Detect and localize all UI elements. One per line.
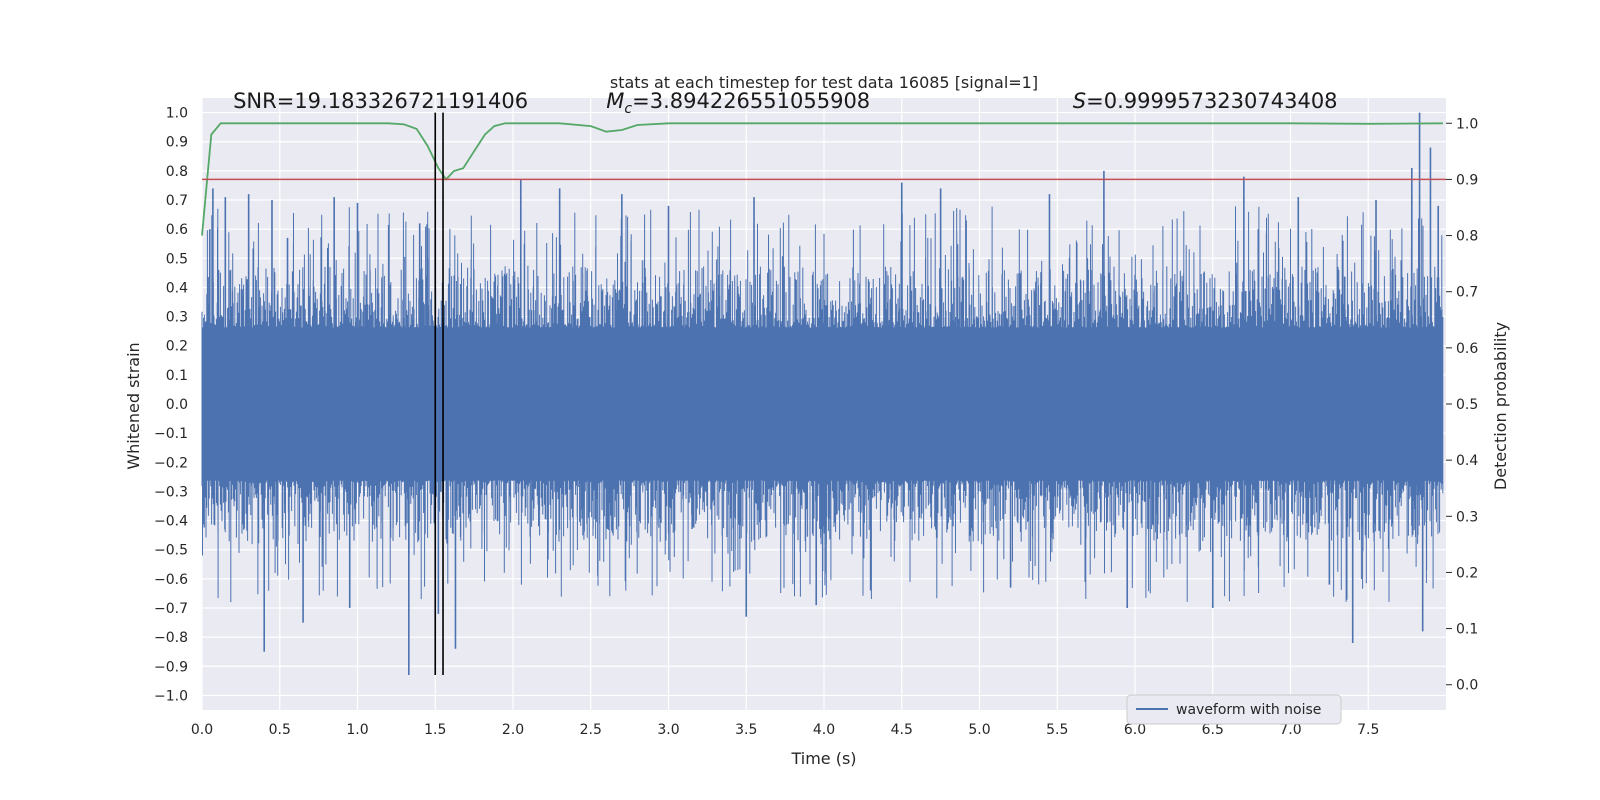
y-left-axis-ticks: 1.0 0.9 0.8 0.7 0.6 0.5 0.4 0.3 0.2 0.1 0.0 −0.1 −0.…: [154, 106, 188, 705]
x-tick-label-1: 0.5: [269, 722, 291, 738]
mc-annotation: Mc=3.894226551055908: [606, 89, 870, 117]
y-left-tick-label-11: −0.1: [154, 426, 188, 442]
y-left-tick-label-7: 0.3: [166, 310, 188, 326]
y-left-tick-label-8: 0.2: [166, 339, 188, 355]
y-left-tick-label-10: 0.0: [166, 397, 188, 413]
y-right-axis-label: Detection probability: [1491, 322, 1510, 490]
y-right-tick-label-10: 0.0: [1456, 678, 1478, 694]
x-tick-label-15: 7.5: [1357, 722, 1379, 738]
mc-subscript: c: [624, 101, 632, 117]
y-left-tick-label-13: −0.3: [154, 484, 188, 500]
y-left-tick-label-2: 0.8: [166, 164, 188, 180]
y-right-tick-label-8: 0.2: [1456, 565, 1478, 581]
y-left-tick-label-12: −0.2: [154, 455, 188, 471]
y-right-tick-label-0: 1.0: [1456, 116, 1478, 132]
y-left-tick-label-15: −0.5: [154, 543, 188, 559]
legend-entry-waveform: waveform with noise: [1176, 702, 1321, 718]
y-right-tick-label-4: 0.6: [1456, 341, 1478, 357]
y-left-tick-label-9: 0.1: [166, 368, 188, 384]
x-tick-label-6: 3.0: [657, 722, 679, 738]
x-axis-ticks: 0.0 0.5 1.0 1.5 2.0 2.5 3.0 3.5 4.0 4.5 5.0 5.5 6.0 6…: [191, 722, 1380, 738]
x-tick-label-7: 3.5: [735, 722, 757, 738]
y-right-tick-label-9: 0.1: [1456, 622, 1478, 638]
chart-title: stats at each timestep for test data 160…: [610, 73, 1038, 92]
s-value: =0.9999573230743408: [1086, 89, 1337, 113]
mc-label: M: [606, 89, 624, 113]
waveform-series: [201, 112, 1444, 676]
x-tick-label-12: 6.0: [1124, 722, 1146, 738]
y-right-tick-label-6: 0.4: [1456, 453, 1478, 469]
y-left-tick-label-1: 0.9: [166, 135, 188, 151]
x-tick-label-10: 5.0: [968, 722, 990, 738]
mc-value: =3.894226551055908: [632, 89, 870, 113]
y-left-tick-label-19: −0.9: [154, 659, 188, 675]
x-tick-label-9: 4.5: [891, 722, 913, 738]
s-label: S: [1073, 89, 1086, 113]
x-axis-label: Time (s): [790, 749, 856, 768]
y-right-tick-label-1: 0.9: [1456, 172, 1478, 188]
x-tick-label-8: 4.0: [813, 722, 835, 738]
y-right-tick-label-5: 0.5: [1456, 397, 1478, 413]
x-tick-label-11: 5.5: [1046, 722, 1068, 738]
x-tick-label-13: 6.5: [1202, 722, 1224, 738]
y-left-tick-label-20: −1.0: [154, 688, 188, 704]
y-left-tick-label-3: 0.7: [166, 193, 188, 209]
y-left-tick-label-4: 0.6: [166, 222, 188, 238]
x-tick-label-2: 1.0: [346, 722, 368, 738]
y-left-tick-label-17: −0.7: [154, 601, 188, 617]
legend-box: [1126, 694, 1342, 725]
y-left-tick-label-16: −0.6: [154, 572, 188, 588]
x-tick-label-3: 1.5: [424, 722, 446, 738]
y-right-axis-ticks: 1.0 0.9 0.8 0.7 0.6 0.5 0.4 0.3 0.2 0.1 0.0: [1446, 116, 1478, 694]
x-tick-label-5: 2.5: [580, 722, 602, 738]
snr-annotation: SNR=19.183326721191406: [233, 89, 528, 113]
probability-series: [201, 122, 1443, 236]
s-annotation: S=0.9999573230743408: [1073, 89, 1338, 113]
y-left-axis-label: Whitened strain: [124, 342, 143, 469]
probability-line: [201, 122, 1443, 236]
y-left-tick-label-14: −0.4: [154, 514, 188, 530]
y-right-tick-label-2: 0.8: [1456, 229, 1478, 245]
y-right-tick-label-3: 0.7: [1456, 285, 1478, 301]
x-tick-label-4: 2.0: [502, 722, 524, 738]
legend: waveform with noise: [1126, 694, 1342, 725]
y-left-tick-label-6: 0.4: [166, 280, 188, 296]
y-right-tick-label-7: 0.3: [1456, 509, 1478, 525]
x-tick-label-0: 0.0: [191, 722, 213, 738]
x-tick-label-14: 7.0: [1279, 722, 1301, 738]
y-left-tick-label-5: 0.5: [166, 251, 188, 267]
y-left-tick-label-18: −0.8: [154, 630, 188, 646]
y-left-tick-label-0: 1.0: [166, 106, 188, 122]
event-markers: [434, 112, 444, 676]
